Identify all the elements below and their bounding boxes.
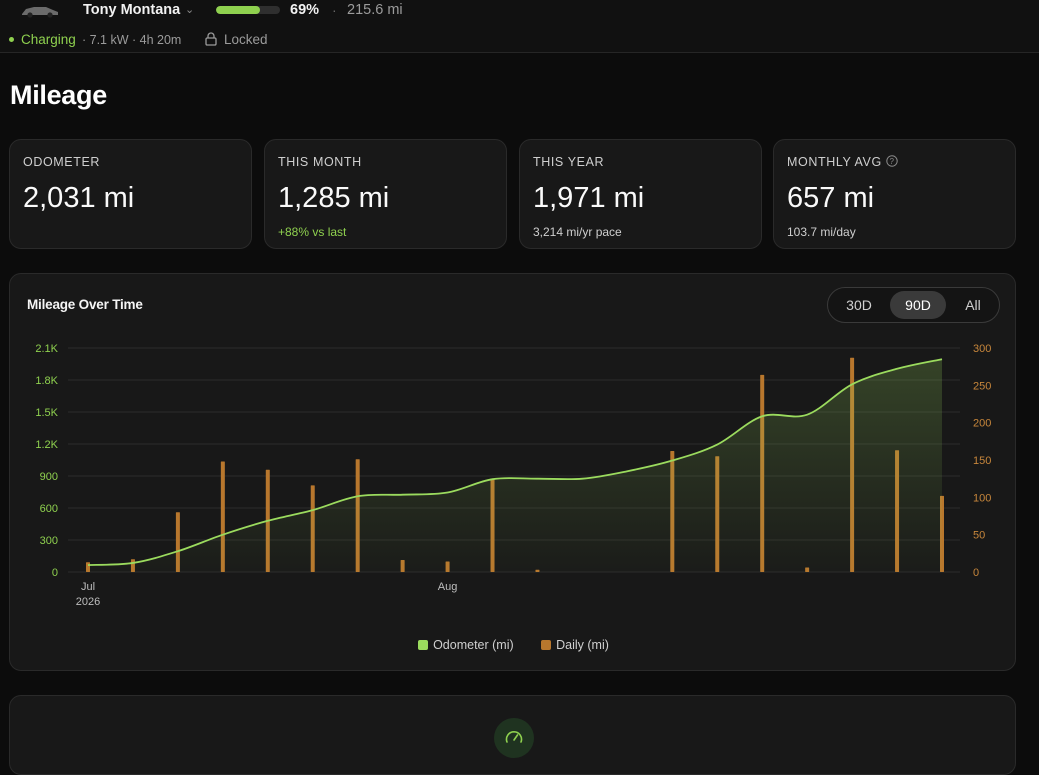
charge-details: · 7.1 kW · 4h 20m <box>82 33 182 47</box>
range-estimate: 215.6 mi <box>347 2 403 18</box>
y-tick-label-left: 0 <box>52 567 58 579</box>
range-button-90d[interactable]: 90D <box>890 291 946 319</box>
stat-label: MONTHLY AVG <box>787 155 882 169</box>
legend-item-daily[interactable]: Daily (mi) <box>541 638 609 652</box>
y-tick-label-left: 1.8K <box>35 375 58 387</box>
mileage-chart-card: 0 300 600 900 1.2K 1.5K 1.8K 2.1K 0 50 100 150 200 25… <box>9 273 1016 671</box>
info-icon[interactable]: ? <box>886 155 898 167</box>
y-tick-label-left: 300 <box>40 535 58 547</box>
svg-text:?: ? <box>889 157 894 166</box>
page-title: Mileage <box>10 80 107 110</box>
legend-label: Daily (mi) <box>556 638 609 652</box>
x-tick-label: Jul <box>81 581 95 593</box>
stat-value: 1,971 mi <box>533 182 645 214</box>
legend-swatch <box>541 640 552 650</box>
y-tick-label-left: 1.5K <box>35 407 58 419</box>
odometer-line <box>87 358 943 566</box>
vehicle-status-bar: Tony Montana ⌄ 69% · 215.6 mi Charging ·… <box>0 0 1039 53</box>
stat-label-row: MONTHLY AVG ? <box>787 155 898 169</box>
charging-indicator-dot <box>9 37 14 42</box>
x-tick-label: Aug <box>438 581 458 593</box>
y-tick-label-left: 900 <box>40 471 58 483</box>
range-toggle: 30D 90D All <box>827 287 1000 323</box>
stat-value: 657 mi <box>787 182 875 214</box>
y-tick-label-right: 250 <box>973 380 991 392</box>
x-tick-sublabel: 2026 <box>76 596 100 608</box>
gauge-icon <box>505 731 523 743</box>
gauge-badge <box>494 718 534 758</box>
car-icon <box>22 7 58 18</box>
y-tick-label-right: 150 <box>973 455 991 467</box>
charging-status: Charging <box>21 32 76 47</box>
legend-label: Odometer (mi) <box>433 638 514 652</box>
y-tick-label-right: 200 <box>973 418 991 430</box>
stat-pace: 3,214 mi/yr pace <box>533 225 622 239</box>
odometer-area <box>88 359 942 572</box>
chart-legend: Odometer (mi) Daily (mi) <box>10 638 1017 653</box>
y-tick-label-right: 100 <box>973 492 991 504</box>
chevron-down-icon[interactable]: ⌄ <box>185 4 195 16</box>
battery-percent: 69% <box>290 2 320 18</box>
legend-item-odometer[interactable]: Odometer (mi) <box>418 638 514 652</box>
next-section-card <box>9 695 1016 775</box>
battery-level-fill <box>216 6 261 14</box>
stat-daily-avg: 103.7 mi/day <box>787 225 856 239</box>
range-button-all[interactable]: All <box>965 297 981 313</box>
stat-label: ODOMETER <box>23 155 101 169</box>
battery-level-bar <box>216 6 280 14</box>
stat-value: 1,285 mi <box>278 182 390 214</box>
stat-card-this-year: THIS YEAR 1,971 mi 3,214 mi/yr pace <box>519 139 762 249</box>
stat-card-monthly-avg: MONTHLY AVG ? 657 mi 103.7 mi/day <box>773 139 1016 249</box>
separator-dot: · <box>332 2 337 18</box>
lock-icon <box>205 32 217 46</box>
lock-status: Locked <box>224 32 268 47</box>
chart-title: Mileage Over Time <box>27 297 143 312</box>
y-tick-label-left: 600 <box>40 503 58 515</box>
stat-change: +88% vs last <box>278 225 347 239</box>
stat-label: THIS YEAR <box>533 155 605 169</box>
legend-swatch <box>418 640 429 650</box>
y-tick-label-right: 0 <box>973 567 979 579</box>
y-tick-label-left: 1.2K <box>35 439 58 451</box>
stat-label: THIS MONTH <box>278 155 362 169</box>
vehicle-name[interactable]: Tony Montana <box>83 2 181 18</box>
stat-card-odometer: ODOMETER 2,031 mi <box>9 139 252 249</box>
y-tick-label-left: 2.1K <box>35 343 58 355</box>
mileage-chart: 0 300 600 900 1.2K 1.5K 1.8K 2.1K 0 50 100 150 200 25… <box>35 343 991 608</box>
y-tick-label-right: 300 <box>973 343 991 355</box>
y-tick-label-right: 50 <box>973 530 985 542</box>
stat-value: 2,031 mi <box>23 182 135 214</box>
stat-card-this-month: THIS MONTH 1,285 mi +88% vs last <box>264 139 507 249</box>
range-button-30d[interactable]: 30D <box>846 297 872 313</box>
